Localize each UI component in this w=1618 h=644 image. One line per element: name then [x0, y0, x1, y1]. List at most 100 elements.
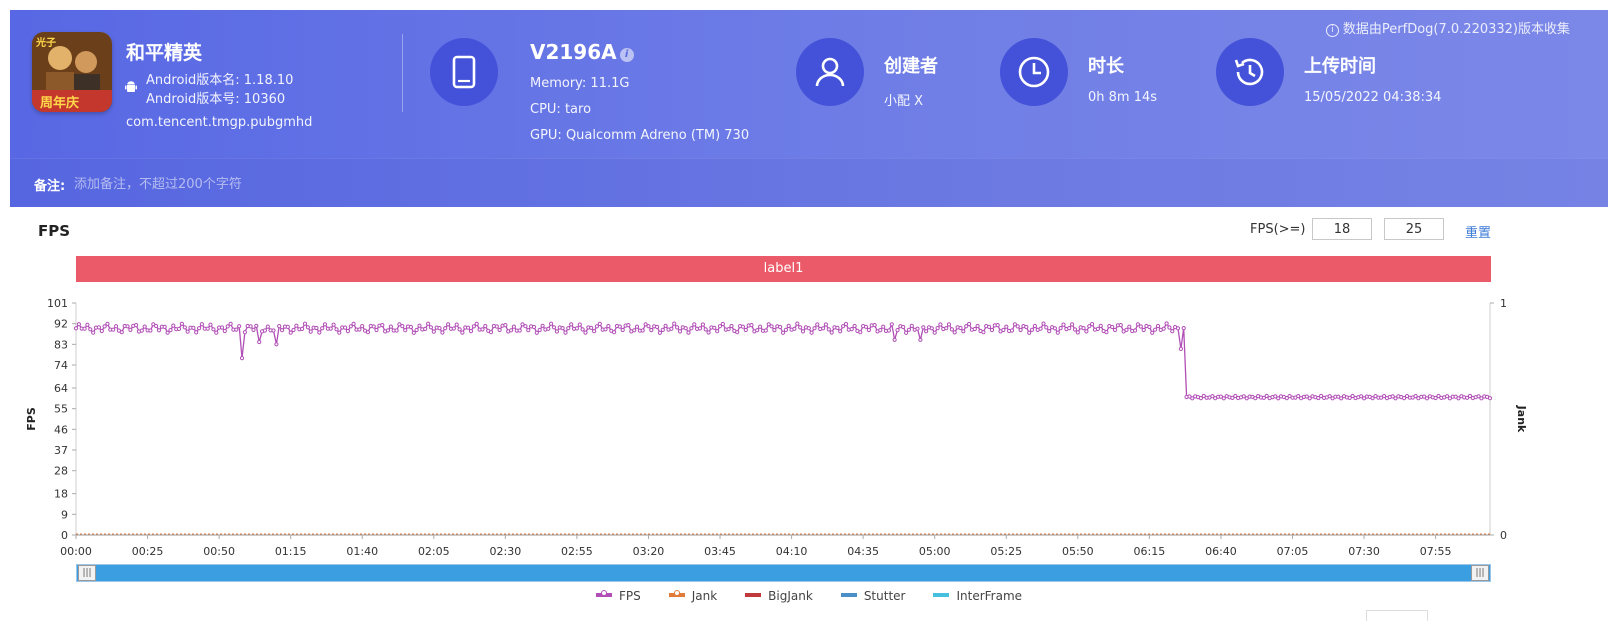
fps-point — [334, 327, 339, 332]
x-tick-label: 06:40 — [1205, 545, 1237, 558]
fps-point — [239, 356, 245, 361]
fps-point — [219, 325, 225, 330]
fps-point — [1041, 321, 1046, 326]
legend-item-jank[interactable]: Jank — [668, 589, 717, 603]
notes-input[interactable] — [72, 169, 576, 199]
collect-note: i 数据由PerfDog(7.0.220332)版本收集 — [1325, 18, 1570, 37]
fps-point — [843, 321, 849, 327]
chart-legend: FPS Jank BigJank Stutter InterFrame — [0, 589, 1618, 603]
fps-point — [222, 328, 227, 334]
header-divider — [402, 34, 403, 112]
corner-box — [1366, 610, 1428, 621]
y-tick-label: 28 — [54, 465, 68, 478]
y-tick-label: 0 — [61, 529, 68, 542]
svg-text:光子: 光子 — [35, 36, 56, 49]
fps-point — [176, 326, 182, 332]
fps-point — [729, 323, 734, 329]
fps-point — [918, 337, 923, 342]
fps-point — [835, 325, 840, 331]
fps-threshold-input-2[interactable] — [1384, 218, 1444, 240]
fps-point — [343, 325, 348, 330]
fps-point — [400, 324, 405, 329]
fps-point — [592, 329, 597, 334]
fps-point — [408, 324, 413, 330]
fps-point — [1147, 324, 1152, 330]
fps-point — [769, 324, 774, 329]
fps-point — [517, 328, 522, 333]
fps-point — [251, 327, 256, 333]
label-band[interactable]: label1 — [76, 256, 1491, 282]
fps-point — [417, 323, 422, 328]
fps-point — [961, 329, 966, 334]
fps-point — [632, 328, 637, 333]
fps-point — [655, 324, 660, 330]
fps-point — [1465, 395, 1470, 400]
fps-point — [1350, 393, 1355, 399]
fps-point — [938, 322, 943, 327]
legend-item-fps[interactable]: FPS — [595, 589, 641, 603]
game-app-icon: 周年庆 光子 — [32, 32, 112, 112]
fps-point — [1190, 396, 1195, 401]
legend-item-interframe[interactable]: InterFrame — [933, 589, 1022, 603]
fps-point — [686, 330, 691, 335]
fps-point — [935, 326, 940, 331]
fps-point — [1104, 330, 1109, 335]
y-tick-label: 92 — [54, 318, 68, 331]
fps-point — [606, 324, 611, 329]
slider-left-handle[interactable]: ||| — [78, 565, 96, 581]
fps-point — [154, 323, 159, 329]
fps-point — [1253, 396, 1258, 401]
fps-point — [823, 322, 829, 327]
fps-point — [168, 328, 173, 333]
fps-point — [841, 324, 846, 329]
fps-point — [314, 325, 319, 331]
fps-point — [692, 322, 697, 327]
fps-point — [182, 325, 187, 330]
legend-item-bigjank[interactable]: BigJank — [745, 589, 813, 603]
fps-point — [780, 330, 786, 335]
fps-point — [800, 329, 806, 334]
fps-point — [114, 324, 119, 329]
fps-point — [446, 322, 451, 327]
time-range-slider[interactable] — [76, 564, 1491, 582]
fps-point — [798, 325, 803, 330]
legend-label: InterFrame — [956, 589, 1023, 603]
fps-point — [228, 321, 233, 327]
fps-point — [749, 323, 754, 328]
fps-point — [657, 330, 663, 335]
fps-point — [1135, 322, 1141, 327]
fps-point — [886, 328, 892, 333]
fps-point — [291, 327, 296, 333]
slider-right-handle[interactable]: ||| — [1471, 565, 1489, 581]
fps-point — [646, 324, 651, 329]
reset-button[interactable]: 重置 — [1465, 226, 1492, 241]
device-cpu: CPU: taro — [530, 102, 592, 117]
fps-point — [1072, 327, 1078, 332]
fps-point — [1319, 393, 1324, 399]
fps-point — [237, 324, 242, 329]
fps-point — [620, 327, 625, 333]
fps-point — [603, 327, 608, 332]
y2-tick-label: 1 — [1500, 297, 1507, 310]
fps-point — [815, 322, 820, 327]
fps-point — [488, 330, 494, 335]
fps-point — [271, 328, 276, 333]
fps-point — [1175, 326, 1181, 331]
fps-point — [906, 327, 912, 332]
fps-point — [863, 324, 869, 329]
fps-point — [1284, 396, 1289, 401]
fps-point — [683, 326, 688, 331]
legend-item-stutter[interactable]: Stutter — [840, 589, 905, 603]
fps-point — [697, 326, 703, 331]
fps-point — [634, 324, 640, 329]
x-tick-label: 05:00 — [919, 545, 951, 558]
device-info-icon[interactable]: i — [619, 48, 634, 62]
fps-point — [1436, 393, 1441, 399]
fps-point — [1141, 327, 1146, 333]
fps-point — [589, 325, 594, 330]
fps-point — [128, 327, 133, 333]
fps-point — [483, 324, 488, 329]
y-tick-label: 46 — [54, 423, 68, 436]
fps-point — [320, 326, 325, 331]
fps-threshold-input-1[interactable] — [1312, 218, 1372, 240]
